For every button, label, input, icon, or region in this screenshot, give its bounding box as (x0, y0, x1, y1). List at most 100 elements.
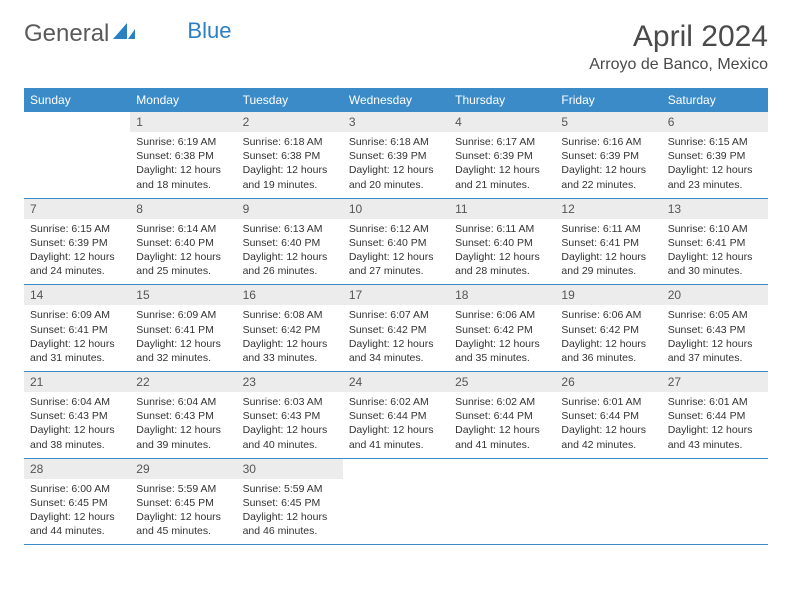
calendar-cell: 30Sunrise: 5:59 AMSunset: 6:45 PMDayligh… (237, 458, 343, 545)
sunset-text: Sunset: 6:41 PM (136, 323, 230, 337)
day-body: Sunrise: 6:06 AMSunset: 6:42 PMDaylight:… (449, 305, 555, 371)
calendar-cell: 27Sunrise: 6:01 AMSunset: 6:44 PMDayligh… (662, 372, 768, 459)
daylight-text: Daylight: 12 hours (243, 250, 337, 264)
calendar-cell: 6Sunrise: 6:15 AMSunset: 6:39 PMDaylight… (662, 112, 768, 198)
day-body: Sunrise: 6:15 AMSunset: 6:39 PMDaylight:… (662, 132, 768, 198)
sunrise-text: Sunrise: 6:04 AM (30, 395, 124, 409)
sunset-text: Sunset: 6:45 PM (243, 496, 337, 510)
day-body: Sunrise: 6:05 AMSunset: 6:43 PMDaylight:… (662, 305, 768, 371)
header: General Blue April 2024 Arroyo de Banco,… (24, 20, 768, 74)
day-body: Sunrise: 5:59 AMSunset: 6:45 PMDaylight:… (130, 479, 236, 545)
daylight-text: Daylight: 12 hours (136, 250, 230, 264)
daylight-text: Daylight: 12 hours (30, 337, 124, 351)
sunset-text: Sunset: 6:40 PM (455, 236, 549, 250)
daylight-text: Daylight: 12 hours (243, 337, 337, 351)
sunset-text: Sunset: 6:40 PM (243, 236, 337, 250)
day-header: Monday (130, 88, 236, 112)
sunset-text: Sunset: 6:45 PM (30, 496, 124, 510)
sunrise-text: Sunrise: 6:10 AM (668, 222, 762, 236)
sunset-text: Sunset: 6:43 PM (243, 409, 337, 423)
daylight-text: and 25 minutes. (136, 264, 230, 278)
day-body: Sunrise: 6:02 AMSunset: 6:44 PMDaylight:… (449, 392, 555, 458)
calendar-cell (555, 458, 661, 545)
calendar-cell: 28Sunrise: 6:00 AMSunset: 6:45 PMDayligh… (24, 458, 130, 545)
daylight-text: Daylight: 12 hours (561, 423, 655, 437)
daylight-text: and 28 minutes. (455, 264, 549, 278)
day-number: 16 (237, 285, 343, 305)
daylight-text: and 18 minutes. (136, 178, 230, 192)
sunrise-text: Sunrise: 6:02 AM (349, 395, 443, 409)
calendar-week-row: 21Sunrise: 6:04 AMSunset: 6:43 PMDayligh… (24, 372, 768, 459)
daylight-text: Daylight: 12 hours (668, 337, 762, 351)
calendar-cell (24, 112, 130, 198)
calendar-cell: 18Sunrise: 6:06 AMSunset: 6:42 PMDayligh… (449, 285, 555, 372)
daylight-text: Daylight: 12 hours (30, 250, 124, 264)
daylight-text: and 36 minutes. (561, 351, 655, 365)
sunset-text: Sunset: 6:43 PM (136, 409, 230, 423)
day-number: 8 (130, 199, 236, 219)
daylight-text: Daylight: 12 hours (455, 163, 549, 177)
sunset-text: Sunset: 6:39 PM (668, 149, 762, 163)
day-body: Sunrise: 6:13 AMSunset: 6:40 PMDaylight:… (237, 219, 343, 285)
daylight-text: and 26 minutes. (243, 264, 337, 278)
calendar-cell: 21Sunrise: 6:04 AMSunset: 6:43 PMDayligh… (24, 372, 130, 459)
daylight-text: Daylight: 12 hours (561, 250, 655, 264)
location: Arroyo de Banco, Mexico (589, 56, 768, 74)
calendar-cell: 8Sunrise: 6:14 AMSunset: 6:40 PMDaylight… (130, 198, 236, 285)
sunrise-text: Sunrise: 6:01 AM (668, 395, 762, 409)
sunrise-text: Sunrise: 6:12 AM (349, 222, 443, 236)
day-number: 19 (555, 285, 661, 305)
calendar-cell (662, 458, 768, 545)
sunrise-text: Sunrise: 6:11 AM (455, 222, 549, 236)
daylight-text: and 45 minutes. (136, 524, 230, 538)
day-body: Sunrise: 6:01 AMSunset: 6:44 PMDaylight:… (555, 392, 661, 458)
daylight-text: Daylight: 12 hours (136, 510, 230, 524)
calendar-week-row: 7Sunrise: 6:15 AMSunset: 6:39 PMDaylight… (24, 198, 768, 285)
daylight-text: Daylight: 12 hours (455, 250, 549, 264)
calendar-week-row: 1Sunrise: 6:19 AMSunset: 6:38 PMDaylight… (24, 112, 768, 198)
sunset-text: Sunset: 6:42 PM (243, 323, 337, 337)
day-number: 12 (555, 199, 661, 219)
daylight-text: Daylight: 12 hours (668, 250, 762, 264)
day-body: Sunrise: 5:59 AMSunset: 6:45 PMDaylight:… (237, 479, 343, 545)
day-header: Saturday (662, 88, 768, 112)
day-body: Sunrise: 6:11 AMSunset: 6:40 PMDaylight:… (449, 219, 555, 285)
calendar-cell: 19Sunrise: 6:06 AMSunset: 6:42 PMDayligh… (555, 285, 661, 372)
daylight-text: and 29 minutes. (561, 264, 655, 278)
calendar-cell: 29Sunrise: 5:59 AMSunset: 6:45 PMDayligh… (130, 458, 236, 545)
sunrise-text: Sunrise: 6:17 AM (455, 135, 549, 149)
daylight-text: and 24 minutes. (30, 264, 124, 278)
day-number: 2 (237, 112, 343, 132)
day-body: Sunrise: 6:00 AMSunset: 6:45 PMDaylight:… (24, 479, 130, 545)
daylight-text: and 41 minutes. (455, 438, 549, 452)
daylight-text: Daylight: 12 hours (668, 163, 762, 177)
calendar-cell: 22Sunrise: 6:04 AMSunset: 6:43 PMDayligh… (130, 372, 236, 459)
day-body: Sunrise: 6:06 AMSunset: 6:42 PMDaylight:… (555, 305, 661, 371)
day-number: 14 (24, 285, 130, 305)
sunrise-text: Sunrise: 6:15 AM (668, 135, 762, 149)
calendar-cell: 7Sunrise: 6:15 AMSunset: 6:39 PMDaylight… (24, 198, 130, 285)
day-body: Sunrise: 6:07 AMSunset: 6:42 PMDaylight:… (343, 305, 449, 371)
daylight-text: and 37 minutes. (668, 351, 762, 365)
day-number: 15 (130, 285, 236, 305)
day-number: 5 (555, 112, 661, 132)
sunrise-text: Sunrise: 6:03 AM (243, 395, 337, 409)
sunrise-text: Sunrise: 6:14 AM (136, 222, 230, 236)
day-body: Sunrise: 6:03 AMSunset: 6:43 PMDaylight:… (237, 392, 343, 458)
sunrise-text: Sunrise: 5:59 AM (243, 482, 337, 496)
day-number: 3 (343, 112, 449, 132)
sunset-text: Sunset: 6:44 PM (561, 409, 655, 423)
day-body: Sunrise: 6:16 AMSunset: 6:39 PMDaylight:… (555, 132, 661, 198)
daylight-text: and 34 minutes. (349, 351, 443, 365)
sunset-text: Sunset: 6:43 PM (668, 323, 762, 337)
daylight-text: Daylight: 12 hours (349, 163, 443, 177)
calendar-cell: 15Sunrise: 6:09 AMSunset: 6:41 PMDayligh… (130, 285, 236, 372)
sunrise-text: Sunrise: 6:02 AM (455, 395, 549, 409)
daylight-text: and 27 minutes. (349, 264, 443, 278)
daylight-text: Daylight: 12 hours (668, 423, 762, 437)
sunrise-text: Sunrise: 6:11 AM (561, 222, 655, 236)
sunset-text: Sunset: 6:41 PM (668, 236, 762, 250)
daylight-text: Daylight: 12 hours (561, 337, 655, 351)
day-number: 27 (662, 372, 768, 392)
day-body: Sunrise: 6:04 AMSunset: 6:43 PMDaylight:… (24, 392, 130, 458)
